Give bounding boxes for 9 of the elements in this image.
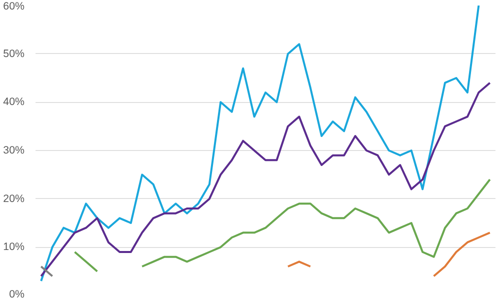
y-tick-label: 0%: [9, 288, 26, 300]
y-tick-label: 10%: [3, 241, 26, 254]
y-tick-label: 60%: [3, 0, 26, 12]
y-tick-label: 40%: [3, 96, 26, 108]
line-series: [40, 6, 480, 282]
y-tick-label: 20%: [3, 192, 26, 205]
line-series: [40, 82, 491, 278]
y-tick-label: 30%: [3, 144, 26, 156]
y-tick-label: 50%: [3, 48, 26, 60]
